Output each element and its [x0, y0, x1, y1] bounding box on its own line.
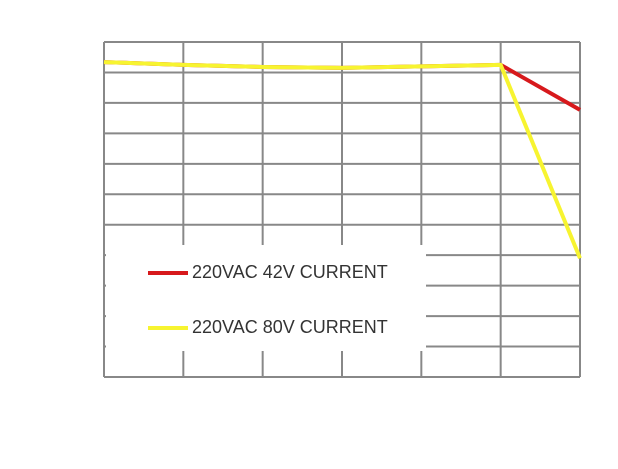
- series-line: [103, 60, 582, 259]
- legend-box: [106, 245, 426, 351]
- legend-label: 220VAC 42V CURRENT: [192, 262, 388, 282]
- legend-label: 220VAC 80V CURRENT: [192, 317, 388, 337]
